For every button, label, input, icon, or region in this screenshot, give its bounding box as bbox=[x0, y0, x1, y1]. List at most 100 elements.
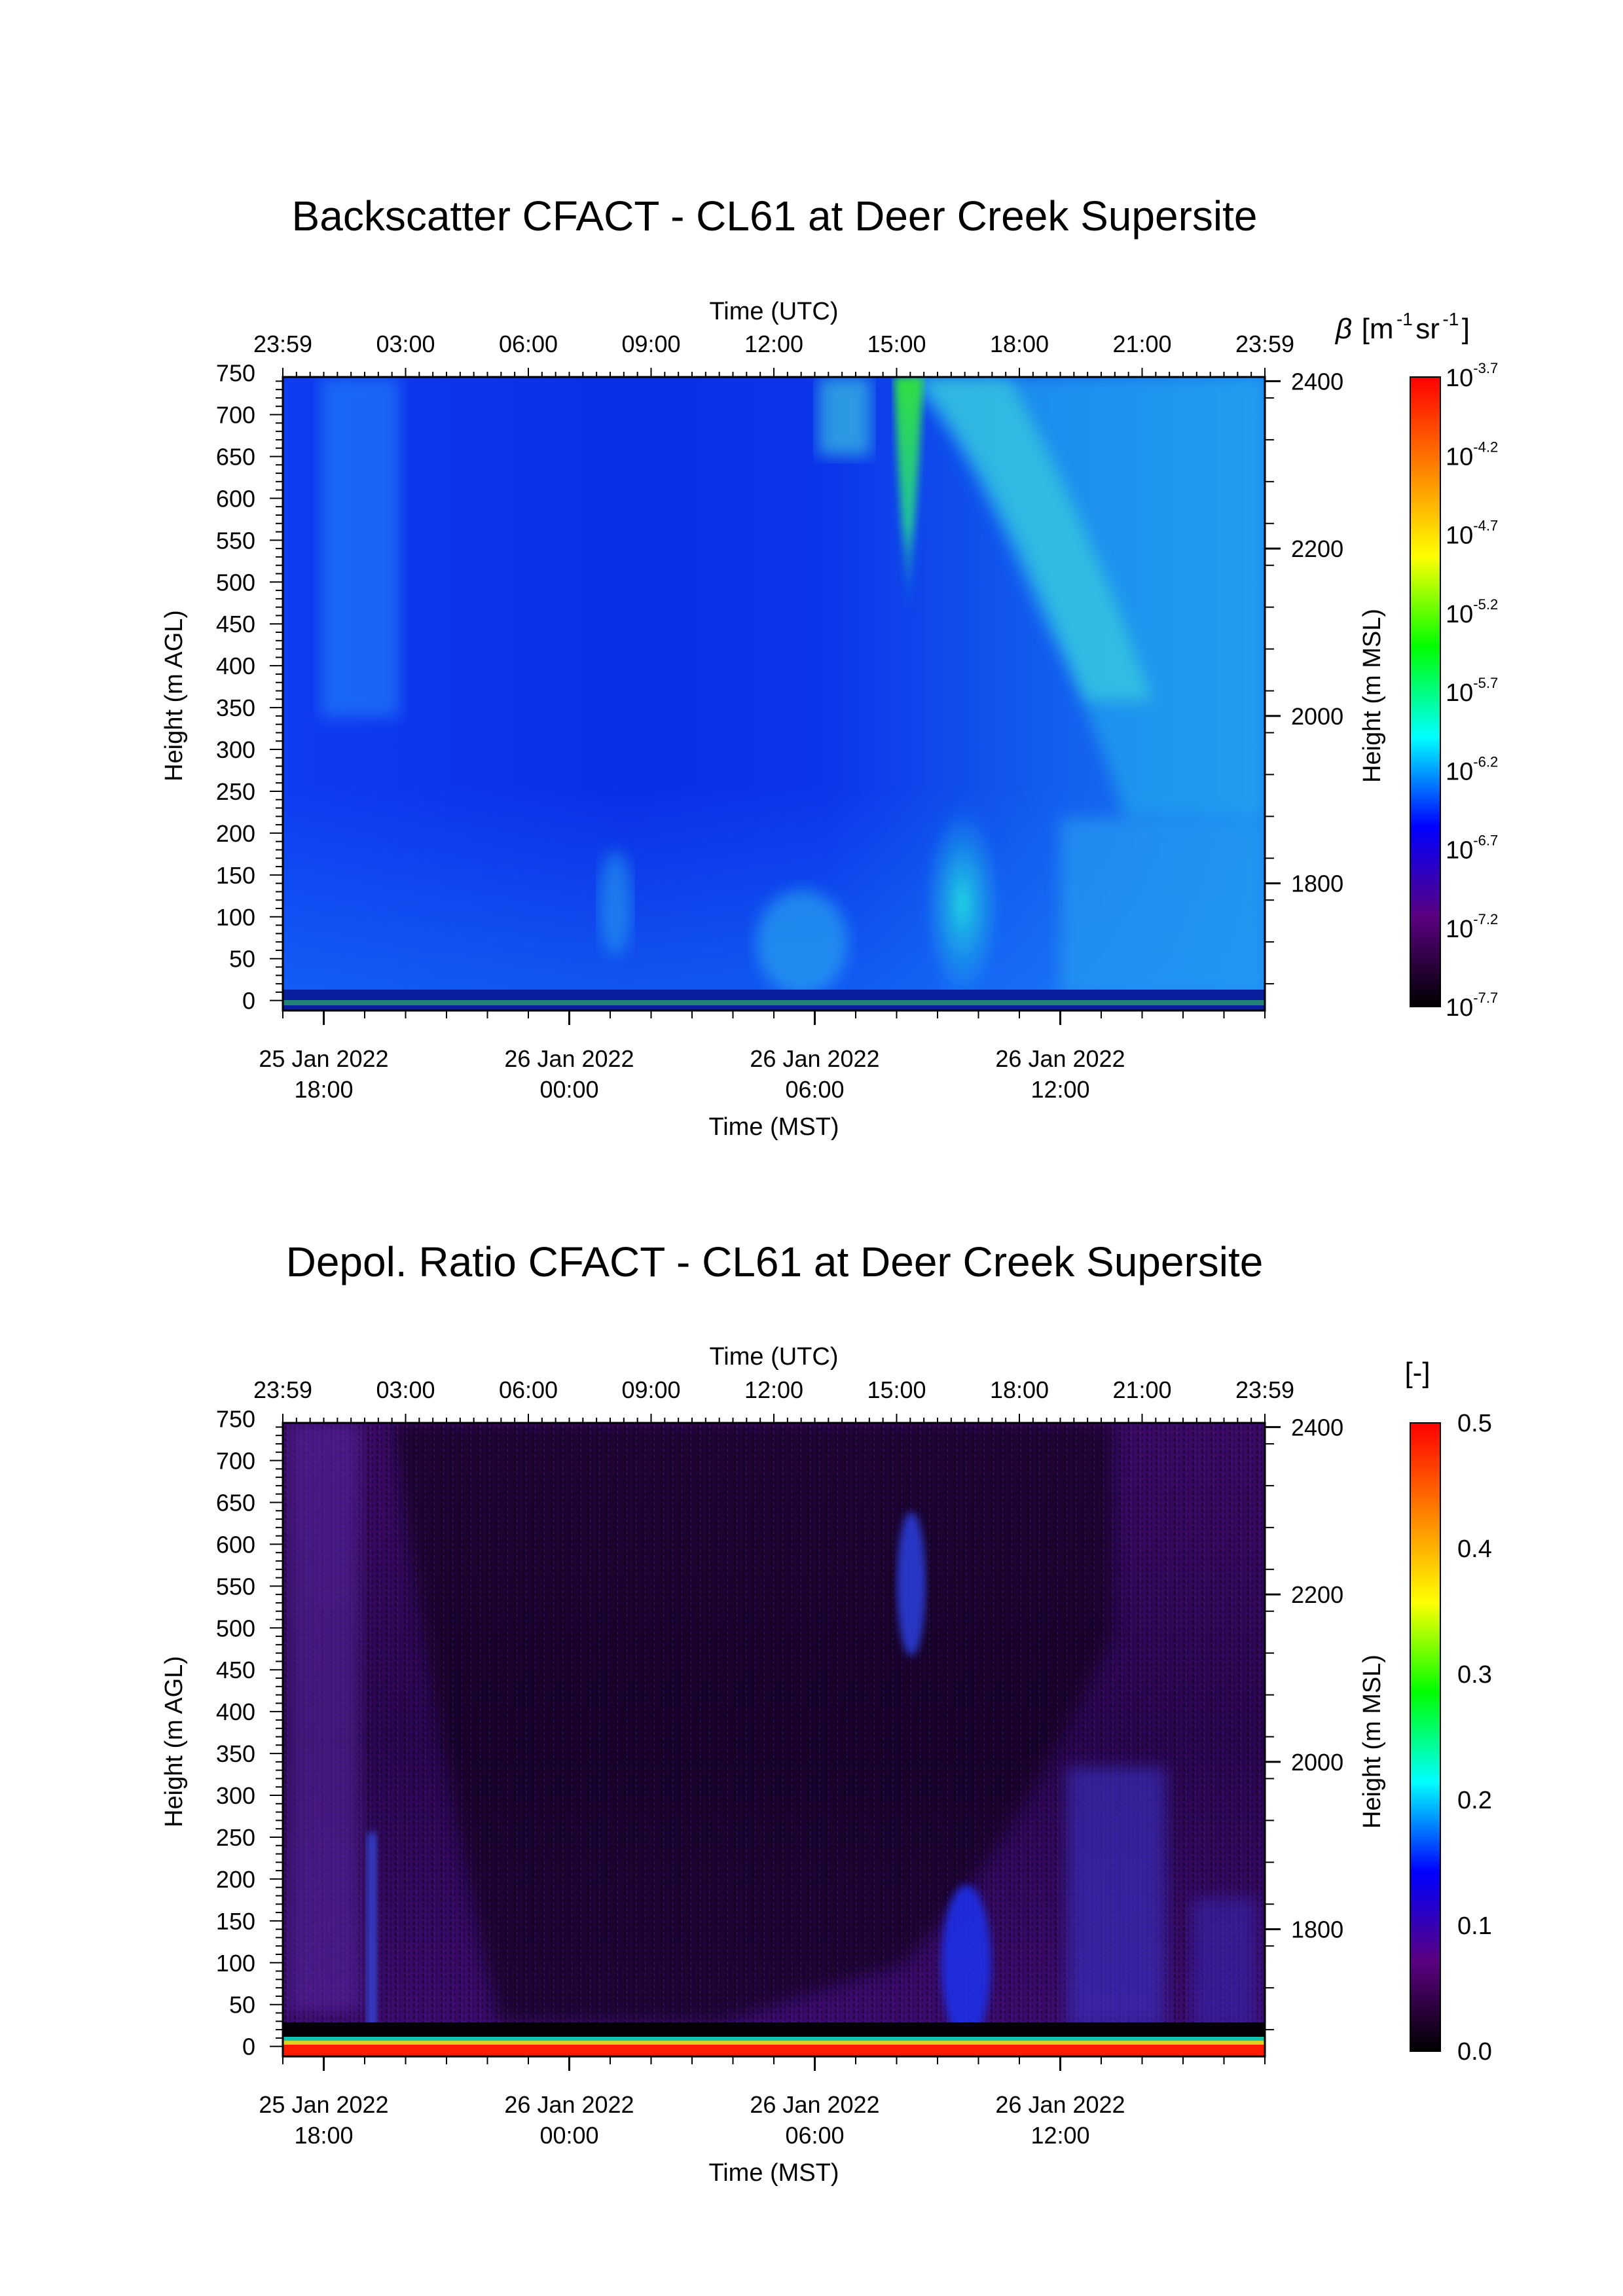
backscatter-y-tick-label: 100 bbox=[216, 904, 255, 931]
backscatter-bottom-date-label: 25 Jan 2022 bbox=[259, 1045, 388, 1072]
depol-y2-tick-label: 1800 bbox=[1291, 1916, 1343, 1943]
depol-top-tick-label: 23:59 bbox=[253, 1376, 312, 1403]
depol-y-tick-label: 100 bbox=[216, 1950, 255, 1977]
depol-colorbar-tick-label: 0.0 bbox=[1457, 2038, 1492, 2066]
depol-top-tick-label: 18:00 bbox=[990, 1376, 1049, 1403]
depol-top-tick-label: 03:00 bbox=[376, 1376, 435, 1403]
backscatter-colorbar-tick-label: 10-7.2 bbox=[1446, 911, 1498, 943]
depol-y-tick-label: 350 bbox=[216, 1740, 255, 1767]
backscatter-colorbar-tick-label: 10-6.7 bbox=[1446, 833, 1498, 865]
backscatter-y-tick-label: 0 bbox=[242, 988, 255, 1014]
backscatter-colorbar-ticks: 10-3.7 10-4.2 10-4.7 10-5.2 10-5.7 10-6.2 10-6… bbox=[1446, 360, 1498, 1022]
backscatter-y-tick-label: 350 bbox=[216, 694, 255, 721]
backscatter-colorbar-tick-label: 10-3.7 bbox=[1446, 360, 1498, 392]
backscatter-colorbar-gradient bbox=[1410, 376, 1441, 1007]
backscatter-bottom-date-label: 26 Jan 2022 bbox=[504, 1045, 634, 1072]
backscatter-y2-tick-label: 1800 bbox=[1291, 870, 1343, 897]
depol-bottom-time-label: 18:00 bbox=[294, 2122, 353, 2149]
depol-colorbar-tick-label: 0.4 bbox=[1457, 1535, 1492, 1563]
depol-y-tick-label: 50 bbox=[229, 1992, 255, 2018]
depol-panel: Depol. Ratio CFACT - CL61 at Deer Creek … bbox=[160, 1238, 1492, 2187]
depol-y-tick-label: 250 bbox=[216, 1824, 255, 1851]
backscatter-bottom-date-label: 26 Jan 2022 bbox=[995, 1045, 1125, 1072]
backscatter-colorbar-label: β [m -1 sr -1 ] bbox=[1334, 309, 1470, 345]
backscatter-y-tick-label: 400 bbox=[216, 653, 255, 679]
backscatter-y-tick-label: 300 bbox=[216, 736, 255, 763]
depol-top-tick-label: 21:00 bbox=[1112, 1376, 1171, 1403]
depol-y-tick-label: 150 bbox=[216, 1908, 255, 1935]
depol-y-tick-label: 0 bbox=[242, 2034, 255, 2060]
backscatter-colorbar-tick-label: 10-4.7 bbox=[1446, 518, 1498, 550]
backscatter-y-tick-label: 500 bbox=[216, 569, 255, 596]
backscatter-colorbar: 10-3.7 10-4.2 10-4.7 10-5.2 10-5.7 10-6.2 10-6… bbox=[1334, 309, 1498, 1022]
depol-y-tick-label: 700 bbox=[216, 1448, 255, 1475]
backscatter-y-tick-label: 50 bbox=[229, 946, 255, 973]
backscatter-bottom-time-label: 18:00 bbox=[294, 1076, 353, 1103]
depol-y-tick-label: 550 bbox=[216, 1573, 255, 1600]
depol-bottom-date-label: 26 Jan 2022 bbox=[995, 2091, 1125, 2118]
depol-y-tick-label: 600 bbox=[216, 1531, 255, 1558]
backscatter-bottom-time-label: 06:00 bbox=[785, 1076, 844, 1103]
backscatter-top-tick-label: 23:59 bbox=[253, 331, 312, 357]
depol-y2label: Height (m MSL) bbox=[1359, 1655, 1386, 1829]
backscatter-ylabel: Height (m AGL) bbox=[160, 610, 188, 781]
depol-colorbar: 0.5 0.4 0.3 0.2 0.1 0.0 [-] bbox=[1404, 1357, 1491, 2066]
depol-top-tick-label: 23:59 bbox=[1235, 1376, 1294, 1403]
depol-bottom-time-label: 00:00 bbox=[539, 2122, 598, 2149]
backscatter-colorbar-tick-label: 10-4.2 bbox=[1446, 439, 1498, 471]
depol-top-xlabel: Time (UTC) bbox=[710, 1343, 839, 1371]
depol-y2-tick-label: 2200 bbox=[1291, 1581, 1343, 1608]
backscatter-y-tick-label: 450 bbox=[216, 611, 255, 637]
depol-colorbar-label: [-] bbox=[1404, 1357, 1430, 1389]
backscatter-colorbar-tick-label: 10-5.7 bbox=[1446, 675, 1498, 707]
backscatter-top-tick-label: 09:00 bbox=[621, 331, 680, 357]
backscatter-colorbar-tick-label: 10-6.2 bbox=[1446, 753, 1498, 785]
backscatter-top-tick-label: 23:59 bbox=[1235, 331, 1294, 357]
backscatter-bottom-time-label: 00:00 bbox=[539, 1076, 598, 1103]
depol-bottom-xlabel: Time (MST) bbox=[708, 2159, 839, 2187]
backscatter-colorbar-tick-label: 10-5.2 bbox=[1446, 596, 1498, 628]
backscatter-top-tick-label: 03:00 bbox=[376, 331, 435, 357]
backscatter-y-tick-label: 200 bbox=[216, 820, 255, 847]
backscatter-bottom-xlabel: Time (MST) bbox=[708, 1113, 839, 1141]
backscatter-y2label: Height (m MSL) bbox=[1359, 609, 1386, 783]
depol-y-tick-label: 200 bbox=[216, 1866, 255, 1893]
backscatter-heatmap bbox=[283, 377, 1265, 1011]
backscatter-y-tick-label: 150 bbox=[216, 862, 255, 889]
depol-y2-tick-label: 2000 bbox=[1291, 1749, 1343, 1776]
depol-y2-tick-label: 2400 bbox=[1291, 1414, 1343, 1441]
depol-top-tick-label: 15:00 bbox=[867, 1376, 926, 1403]
backscatter-top-tick-label: 12:00 bbox=[744, 331, 803, 357]
depol-y-tick-label: 750 bbox=[216, 1406, 255, 1433]
backscatter-bottom-time-label: 12:00 bbox=[1030, 1076, 1089, 1103]
backscatter-y-tick-label: 250 bbox=[216, 778, 255, 805]
backscatter-top-tick-label: 18:00 bbox=[990, 331, 1049, 357]
backscatter-top-tick-label: 21:00 bbox=[1112, 331, 1171, 357]
backscatter-y-tick-label: 600 bbox=[216, 485, 255, 512]
backscatter-axes: 23:59 03:00 06:00 09:00 12:00 15:00 18:00 21:00… bbox=[216, 331, 1343, 1103]
backscatter-y-tick-label: 550 bbox=[216, 527, 255, 554]
depol-y-tick-label: 500 bbox=[216, 1615, 255, 1641]
depol-axes: 23:59 03:00 06:00 09:00 12:00 15:00 18:00 21:00… bbox=[216, 1376, 1343, 2149]
backscatter-y-tick-label: 700 bbox=[216, 402, 255, 429]
backscatter-top-tick-label: 15:00 bbox=[867, 331, 926, 357]
backscatter-title: Backscatter CFACT - CL61 at Deer Creek S… bbox=[292, 192, 1258, 240]
depol-bottom-date-label: 25 Jan 2022 bbox=[259, 2091, 388, 2118]
backscatter-y2-tick-label: 2000 bbox=[1291, 703, 1343, 730]
backscatter-y-tick-label: 750 bbox=[216, 360, 255, 387]
depol-colorbar-tick-label: 0.3 bbox=[1457, 1661, 1492, 1689]
backscatter-top-tick-label: 06:00 bbox=[499, 331, 558, 357]
depol-bottom-time-label: 06:00 bbox=[785, 2122, 844, 2149]
depol-title: Depol. Ratio CFACT - CL61 at Deer Creek … bbox=[286, 1238, 1264, 1285]
depol-y-tick-label: 400 bbox=[216, 1698, 255, 1725]
depol-y-tick-label: 650 bbox=[216, 1489, 255, 1516]
depol-bottom-date-label: 26 Jan 2022 bbox=[750, 2091, 879, 2118]
backscatter-panel: Backscatter CFACT - CL61 at Deer Creek S… bbox=[160, 192, 1498, 1141]
backscatter-top-xlabel: Time (UTC) bbox=[710, 298, 839, 325]
depol-top-tick-label: 09:00 bbox=[621, 1376, 680, 1403]
depol-top-tick-label: 06:00 bbox=[499, 1376, 558, 1403]
depol-colorbar-tick-label: 0.1 bbox=[1457, 1912, 1492, 1940]
backscatter-y2-tick-label: 2400 bbox=[1291, 368, 1343, 395]
backscatter-colorbar-tick-label: 10-7.7 bbox=[1446, 990, 1498, 1022]
